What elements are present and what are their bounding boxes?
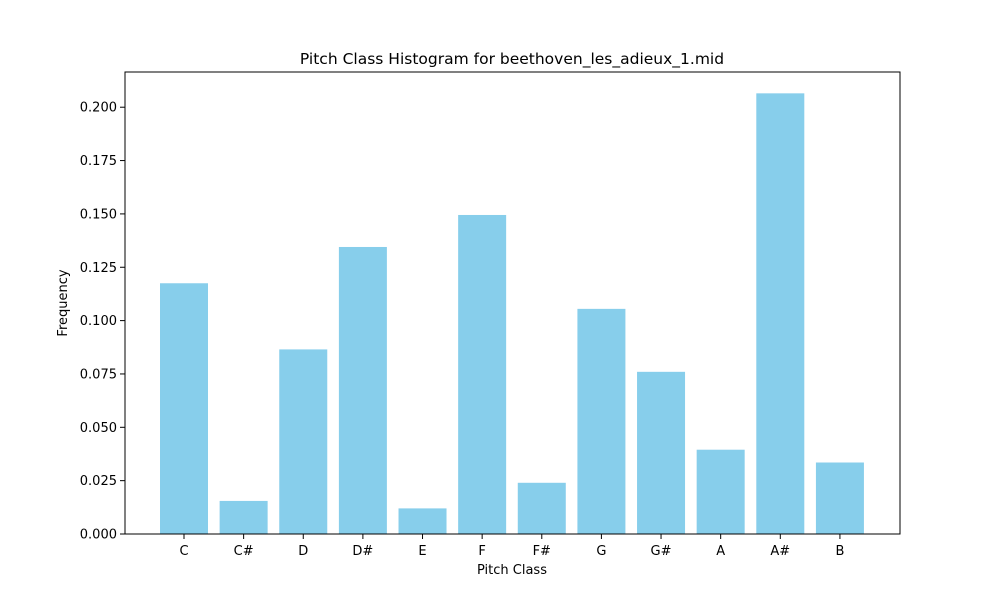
x-tick-label: F: [478, 544, 485, 559]
bar-a: [696, 449, 745, 534]
x-tick-label: A: [716, 544, 725, 559]
x-tick-label: G#: [651, 544, 672, 559]
y-tick-label: 0.075: [80, 367, 117, 382]
bar-g-sharp: [637, 371, 686, 534]
x-tick-label: F#: [533, 544, 551, 559]
bar-d: [279, 349, 328, 534]
y-axis-label: Frequency: [56, 269, 71, 336]
chart-title: Pitch Class Histogram for beethoven_les_…: [300, 50, 724, 69]
bar-b: [815, 462, 864, 534]
x-tick-label: D: [298, 544, 308, 559]
bar-f-sharp: [517, 482, 566, 534]
x-tick-label: C: [179, 544, 188, 559]
x-tick-label: A#: [770, 544, 790, 559]
bar-g: [577, 308, 626, 534]
y-tick-label: 0.175: [80, 154, 117, 169]
bars-group: [160, 93, 864, 535]
x-axis: C C# D D# E F F# G G# A A# B: [179, 534, 844, 559]
x-tick-label: C#: [234, 544, 254, 559]
y-tick-label: 0.100: [80, 314, 117, 329]
y-tick-label: 0.125: [80, 261, 117, 276]
x-tick-label: G: [596, 544, 606, 559]
bar-f: [458, 214, 507, 534]
y-tick-label: 0.050: [80, 421, 117, 436]
bar-e: [398, 508, 447, 534]
x-axis-label: Pitch Class: [477, 563, 547, 578]
x-tick-label: E: [418, 544, 426, 559]
y-tick-label: 0.150: [80, 207, 117, 222]
x-tick-label: D#: [352, 544, 373, 559]
bar-c-sharp: [219, 500, 268, 534]
plot-frame: [124, 71, 901, 535]
bar-a-sharp: [756, 93, 805, 534]
y-axis: 0.000 0.025 0.050 0.075 0.100 0.125 0.150 0.175…: [80, 101, 125, 543]
y-tick-label: 0.025: [80, 474, 117, 489]
bar-d-sharp: [338, 246, 387, 535]
y-tick-label: 0.000: [80, 528, 117, 543]
y-tick-label: 0.200: [80, 101, 117, 116]
x-tick-label: B: [835, 544, 844, 559]
bar-c: [160, 283, 208, 534]
